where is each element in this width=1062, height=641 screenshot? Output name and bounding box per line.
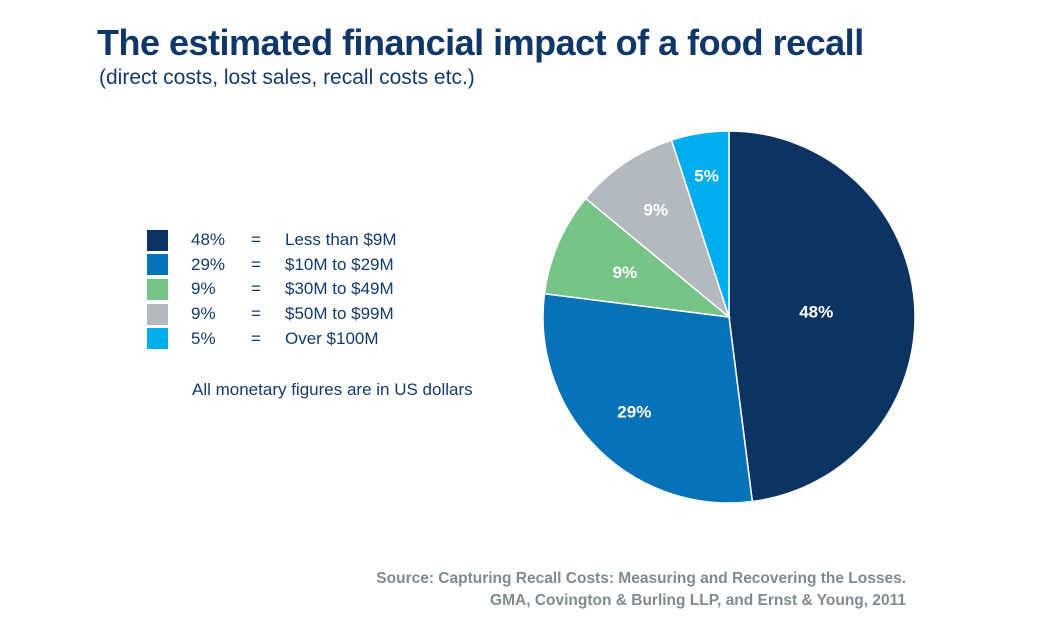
currency-note: All monetary figures are in US dollars [192,380,473,399]
chart-title: The estimated financial impact of a food… [97,22,864,63]
slice-data-label: 5% [694,167,719,186]
chart-subtitle: (direct costs, lost sales, recall costs … [99,66,475,89]
legend-label: Less than $9M [285,230,397,250]
legend-item: 9% = $30M to $49M [147,277,397,302]
legend-item: 5% = Over $100M [147,326,397,351]
slice-data-label: 9% [644,200,669,219]
pie-slice [670,130,730,318]
legend: 48% = Less than $9M 29% = $10M to $29M 9% = $3… [147,228,397,351]
legend-swatch [147,303,168,325]
legend-item: 48% = Less than $9M [147,228,397,253]
legend-label: Over $100M [285,328,379,348]
legend-equals: = [251,279,261,299]
legend-percent: 9% [191,304,216,324]
slice-data-label: 48% [799,303,833,322]
legend-equals: = [251,230,261,250]
slice-data-label: 29% [617,403,651,422]
legend-percent: 5% [191,328,216,348]
legend-swatch [147,278,168,300]
pie-slice [584,139,731,320]
legend-item: 9% = $50M to $99M [147,302,397,327]
legend-item: 29% = $10M to $29M [147,253,397,278]
legend-percent: 48% [191,230,226,250]
source-citation: Source: Capturing Recall Costs: Measurin… [376,568,906,612]
pie-slice [543,197,732,319]
pie-slice [728,130,916,503]
legend-label: $50M to $99M [285,304,394,324]
legend-equals: = [251,254,261,274]
legend-equals: = [251,328,261,348]
slice-data-label: 9% [613,263,638,282]
legend-percent: 9% [191,279,216,299]
source-line-1: Source: Capturing Recall Costs: Measurin… [376,570,906,587]
legend-label: $30M to $49M [285,279,394,299]
legend-equals: = [251,304,261,324]
pie-slice [542,292,754,504]
legend-percent: 29% [191,254,226,274]
source-line-2: GMA, Covington & Burling LLP, and Ernst … [490,592,906,609]
legend-label: $10M to $29M [285,254,394,274]
legend-swatch [147,254,168,276]
legend-swatch [147,229,168,251]
legend-swatch [147,328,168,350]
